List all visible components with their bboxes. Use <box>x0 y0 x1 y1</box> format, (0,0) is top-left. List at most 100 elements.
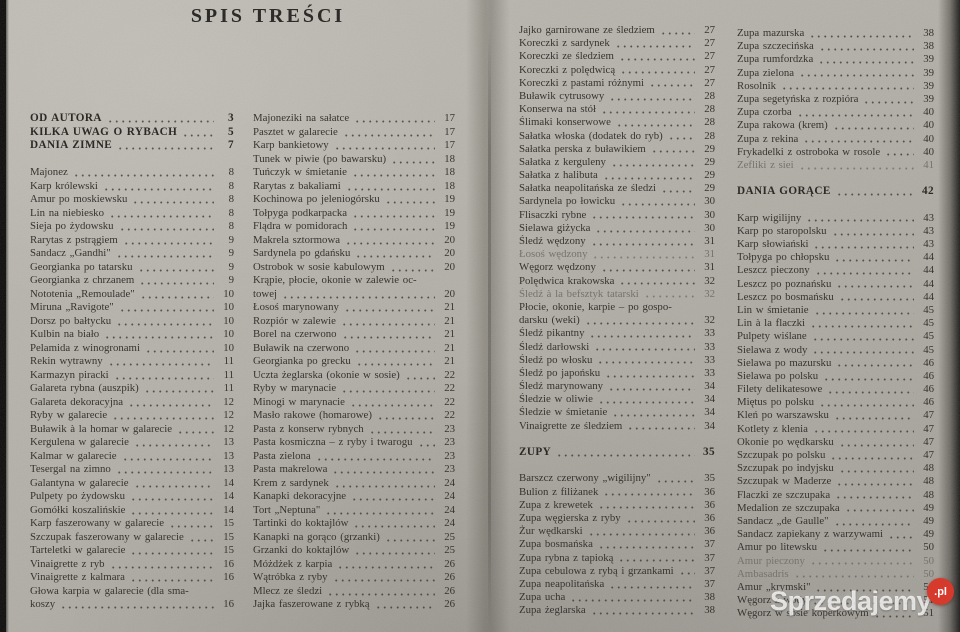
toc-entry: Szczupak po polsku 47 <box>737 449 934 462</box>
dot-leader <box>374 606 435 609</box>
entry-title: Kochinowa po jeleniogórsku <box>253 193 380 205</box>
dot-leader <box>659 31 695 35</box>
dot-leader <box>618 58 695 62</box>
entry-page-number: 12 <box>223 409 234 421</box>
entry-title: Flisaczki rybne <box>519 208 587 221</box>
toc-entry: DANIA ZIMNE 7 <box>30 139 234 153</box>
entry-title: Tuńczyk w śmietanie <box>253 166 347 178</box>
entry-page-number: 23 <box>444 436 455 448</box>
dot-leader <box>625 519 695 523</box>
dot-leader <box>838 298 914 302</box>
entry-title: Sandacz „Gandhi" <box>30 247 111 259</box>
toc-entry: Gomółki koszalińskie 14 <box>30 504 234 518</box>
entry-title: Pasta makrelowa <box>253 463 328 475</box>
entry-page-number: 48 <box>923 462 934 475</box>
dot-leader <box>315 457 435 461</box>
entry-page-number: 33 <box>704 340 715 353</box>
dot-leader <box>133 444 214 447</box>
entry-page-number: 8 <box>228 166 234 178</box>
entry-title: Tesergal na zimno <box>30 463 111 475</box>
entry-title: Koreczki z sardynek <box>519 37 610 50</box>
toc-entry: Leszcz po bosmańsku 44 <box>737 291 934 304</box>
toc-entry: Nototenia „Remoulade" 10 <box>30 288 234 302</box>
toc-entry: Georgianka po tatarsku 9 <box>30 261 234 275</box>
entry-title: OD AUTORA <box>30 112 102 124</box>
entry-title: Rarytas z bakaliami <box>253 179 341 192</box>
entry-page-number: 47 <box>923 422 934 435</box>
scan-right-edge <box>938 0 960 632</box>
dot-leader <box>835 192 914 196</box>
toc-entry: DANIA GORĄCE 42 <box>737 185 934 198</box>
entry-title: Węgorz wędzony <box>519 261 596 274</box>
dot-leader <box>811 338 914 341</box>
entry-page-number: 48 <box>923 488 934 501</box>
toc-entry: Śledzie w śmietanie 34 <box>519 406 715 419</box>
entry-page-number: 44 <box>923 277 934 290</box>
entry-title: Ryby w galarecie <box>30 409 108 421</box>
toc-entry: Rekin wytrawny 11 <box>30 355 234 369</box>
dot-leader <box>177 430 214 434</box>
toc-entry: Frykadelki z ostroboka w rosole 40 <box>737 146 934 159</box>
entry-title: Tarteletki w galarecie <box>30 544 126 556</box>
entry-title: Kulbin na biało <box>30 328 100 340</box>
entry-page-number: 10 <box>223 314 234 327</box>
entry-title: Zupa czorba <box>737 106 792 119</box>
dot-leader <box>798 166 914 170</box>
entry-title: Sandacz „de Gaulle" <box>737 514 829 527</box>
toc-entry: Zupa cebulowa z rybą i grzankami 37 <box>519 565 715 578</box>
dot-leader <box>139 295 214 299</box>
entry-page-number: 34 <box>704 406 715 419</box>
entry-title: Zupa mazurska <box>737 27 805 39</box>
entry-title: Vinaigrette z kalmara <box>30 571 125 583</box>
toc-entry: Rosolnik 39 <box>737 80 934 93</box>
dot-leader <box>620 71 695 75</box>
toc-entry: Tołpyga podkarpacka 19 <box>253 207 455 221</box>
dot-leader <box>818 61 914 65</box>
entry-page-number: 50 <box>923 554 934 567</box>
entry-title: Szczupak faszerowany w galarecie <box>30 530 184 543</box>
entry-page-number: 24 <box>444 503 455 516</box>
dot-leader <box>355 363 435 366</box>
entry-page-number: 10 <box>223 301 234 313</box>
dot-leader <box>570 598 695 602</box>
entry-page-number: 36 <box>704 525 715 538</box>
entry-title: Lin na niebiesko <box>30 206 104 219</box>
entry-page-number: 32 <box>704 287 715 300</box>
toc-entry: Sielawa po polsku 46 <box>737 370 934 383</box>
entry-title: Rekin wytrawny <box>30 355 103 367</box>
entry-page-number: 39 <box>923 66 934 79</box>
entry-page-number: 18 <box>444 166 455 178</box>
dot-leader <box>831 232 914 236</box>
entry-title: Zupa neapolitańska <box>519 577 605 590</box>
toc-entry: Węgorz wędzony 31 <box>519 261 715 274</box>
entry-title: Jajko garnirowane ze śledziem <box>519 24 655 36</box>
entry-title: Pelamida z winogronami <box>30 341 140 354</box>
entry-page-number: 22 <box>444 382 455 394</box>
dot-leader <box>327 592 435 596</box>
dot-leader <box>341 390 435 393</box>
toc-entry: Barszcz czerwony „wigilijny" 35 <box>519 472 715 485</box>
entry-title: Frykadelki z ostroboka w rosole <box>737 145 881 158</box>
entry-title: Płocie, okonie, karpie – po gospo- <box>519 300 672 313</box>
entry-title: Miruna „Ravigote" <box>30 301 114 313</box>
toc-entry: Zefliki z siei 41 <box>737 159 934 172</box>
dot-leader <box>115 471 214 474</box>
entry-title: Karp po staropolsku <box>737 224 827 237</box>
dot-leader <box>591 216 695 220</box>
toc-entry: Sieja po żydowsku 8 <box>30 220 234 234</box>
toc-entry: Szczupak w Maderze 48 <box>737 475 934 488</box>
entry-page-number: 8 <box>228 193 234 205</box>
entry-title: ZUPY <box>519 446 552 458</box>
entry-title: Borel na czerwono <box>253 328 337 340</box>
dot-leader <box>618 559 695 563</box>
entry-page-number: 21 <box>444 328 455 340</box>
entry-title: Ostrobok w sosie kabulowym <box>253 260 385 273</box>
entry-title: Śledź po japońsku <box>519 366 601 379</box>
toc-entry: Sardynela po gdańsku 20 <box>253 247 455 261</box>
dot-leader <box>332 579 435 582</box>
entry-page-number: 46 <box>923 383 934 396</box>
toc-entry: Tort „Neptuna" 24 <box>253 504 455 518</box>
entry-title: Zupa z krewetek <box>519 498 593 511</box>
entry-page-number: 25 <box>444 544 455 556</box>
entry-page-number: 40 <box>923 145 934 158</box>
